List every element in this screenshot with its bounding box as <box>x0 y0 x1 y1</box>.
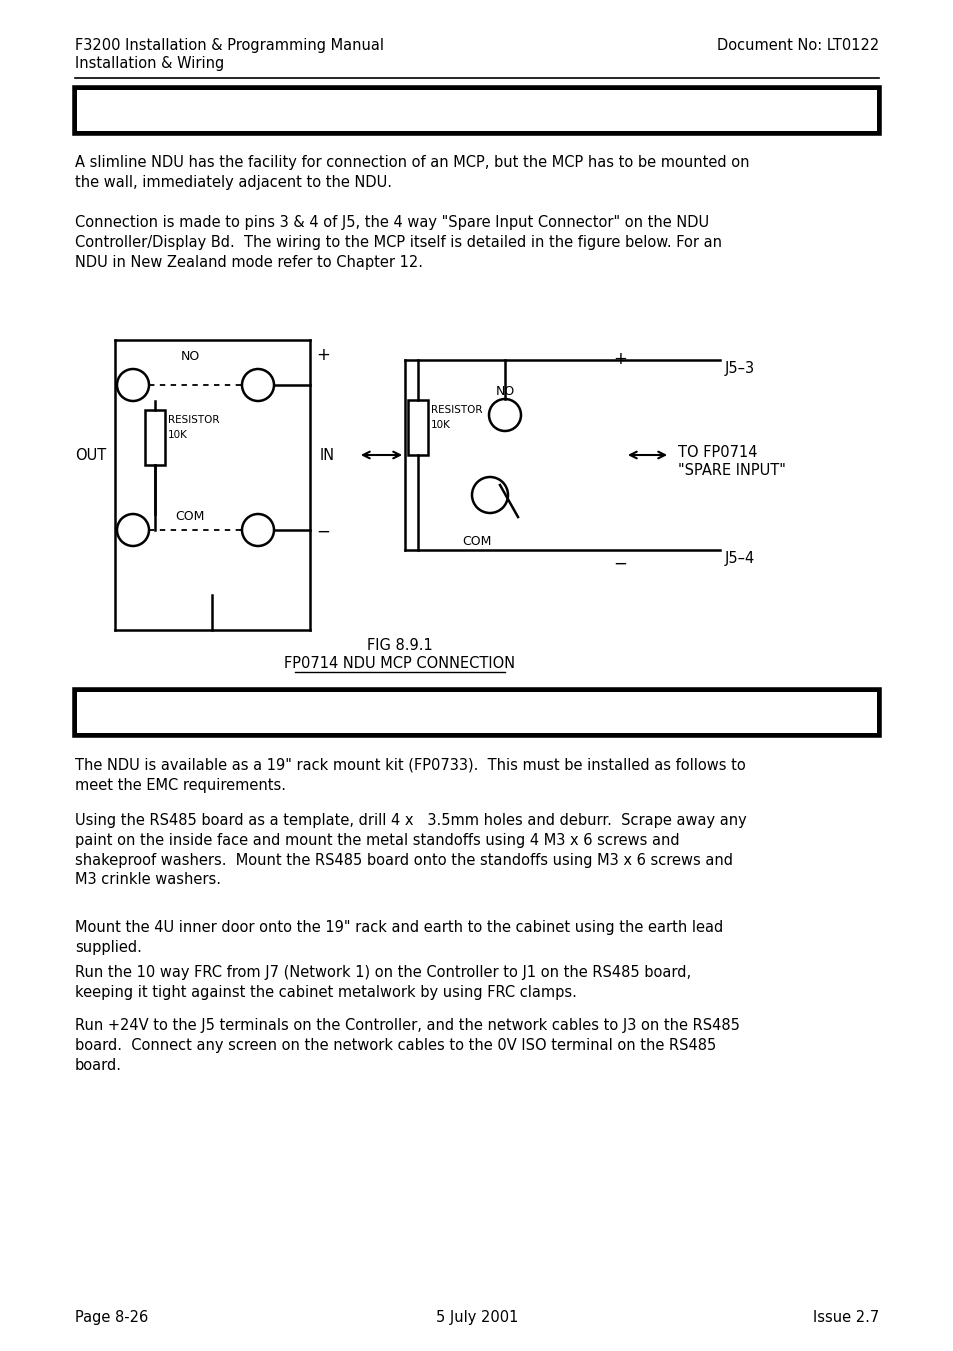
Text: −: − <box>315 523 330 540</box>
Bar <box>77 692 876 734</box>
Text: Document No: LT0122: Document No: LT0122 <box>716 38 878 53</box>
Text: Connection is made to pins 3 & 4 of J5, the 4 way "Spare Input Connector" on the: Connection is made to pins 3 & 4 of J5, … <box>75 215 721 270</box>
Text: NO: NO <box>180 350 199 363</box>
Text: Run +24V to the J5 terminals on the Controller, and the network cables to J3 on : Run +24V to the J5 terminals on the Cont… <box>75 1019 740 1073</box>
Text: COM: COM <box>175 509 205 523</box>
Text: OUT: OUT <box>75 447 106 462</box>
Text: FP0714 NDU MCP CONNECTION: FP0714 NDU MCP CONNECTION <box>284 657 515 671</box>
Text: Issue 2.7: Issue 2.7 <box>812 1310 878 1325</box>
Text: FIG 8.9.1: FIG 8.9.1 <box>367 638 433 653</box>
Text: Mount the 4U inner door onto the 19" rack and earth to the cabinet using the ear: Mount the 4U inner door onto the 19" rac… <box>75 920 722 955</box>
Text: +: + <box>315 346 330 363</box>
Text: A slimline NDU has the facility for connection of an MCP, but the MCP has to be : A slimline NDU has the facility for conn… <box>75 155 749 189</box>
Bar <box>408 400 428 455</box>
Bar <box>75 690 878 735</box>
Text: Installation & Wiring: Installation & Wiring <box>75 55 224 72</box>
Text: RESISTOR: RESISTOR <box>168 415 219 426</box>
Bar <box>75 88 878 132</box>
Text: +: + <box>613 350 626 367</box>
Text: Run the 10 way FRC from J7 (Network 1) on the Controller to J1 on the RS485 boar: Run the 10 way FRC from J7 (Network 1) o… <box>75 965 690 1000</box>
Text: J5–3: J5–3 <box>724 361 755 376</box>
Bar <box>77 91 876 131</box>
Text: "SPARE INPUT": "SPARE INPUT" <box>678 463 785 478</box>
Text: NO: NO <box>495 385 514 399</box>
Text: F3200 Installation & Programming Manual: F3200 Installation & Programming Manual <box>75 38 384 53</box>
Text: Using the RS485 board as a template, drill 4 x   3.5mm holes and deburr.  Scrape: Using the RS485 board as a template, dri… <box>75 813 746 888</box>
Text: J5–4: J5–4 <box>724 550 755 566</box>
Text: −: − <box>613 555 626 573</box>
Text: 10K: 10K <box>431 420 451 430</box>
Bar <box>145 409 165 465</box>
Text: 5 July 2001: 5 July 2001 <box>436 1310 517 1325</box>
Text: TO FP0714: TO FP0714 <box>678 444 757 459</box>
Text: IN: IN <box>319 447 335 462</box>
Text: RESISTOR: RESISTOR <box>431 405 482 415</box>
Text: 10K: 10K <box>168 430 188 440</box>
Text: The NDU is available as a 19" rack mount kit (FP0733).  This must be installed a: The NDU is available as a 19" rack mount… <box>75 758 745 793</box>
Text: COM: COM <box>461 535 491 549</box>
Text: Page 8-26: Page 8-26 <box>75 1310 148 1325</box>
